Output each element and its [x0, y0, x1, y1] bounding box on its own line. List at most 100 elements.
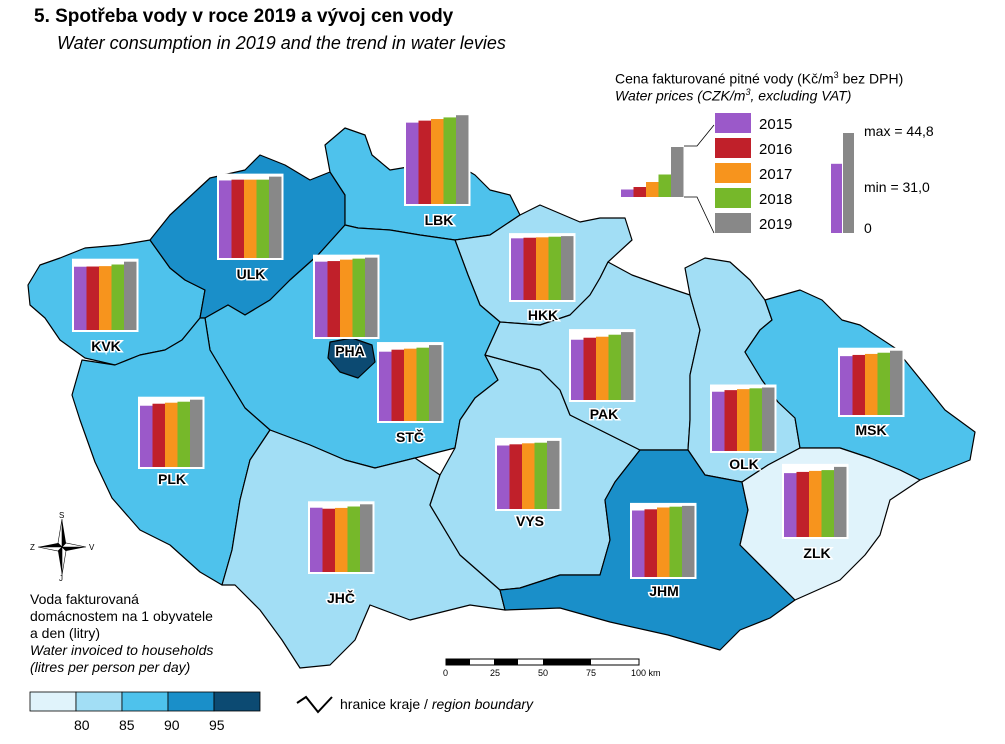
compass-east-letter: V [89, 543, 95, 552]
price-bar-msk-2015 [840, 356, 853, 415]
scale-label-0: 0 [443, 668, 449, 678]
consumption-tick-85: 85 [119, 717, 135, 733]
price-bar-lbk-2016 [418, 120, 431, 204]
price-bar-jhč-2015 [310, 507, 323, 572]
price-bars-zlk [782, 463, 849, 539]
price-bar-jhm-2019 [682, 505, 695, 577]
consumption-tick-90: 90 [164, 717, 180, 733]
price-bars-jhč [308, 501, 375, 574]
price-bar-zlk-2017 [809, 470, 822, 537]
price-bar-plk-2016 [152, 403, 165, 467]
price-bar-pak-2016 [583, 337, 596, 400]
price-bar-jhm-2016 [644, 509, 657, 577]
scale-label-100: 100 km [631, 668, 661, 678]
consumption-tick-95: 95 [209, 717, 225, 733]
price-bar-jhč-2017 [335, 507, 348, 572]
price-bar-hkk-2017 [536, 237, 549, 300]
region-label-halo: LBK [425, 212, 454, 228]
consumption-swatch-0 [29, 691, 77, 712]
consumption-legend-title: Voda fakturovaná domácnostem na 1 obyvat… [30, 591, 214, 675]
price-bar-stč-2019 [429, 345, 442, 421]
region-label-halo: JHM [649, 583, 679, 599]
price-bars-plk [138, 396, 205, 469]
scale-max-bar [843, 133, 854, 233]
region-label-zlk: ZLK [803, 545, 830, 561]
region-label-pak: PAK [590, 406, 619, 422]
price-bar-ulk-2018 [256, 179, 269, 258]
region-label-halo: ULK [237, 266, 266, 282]
price-bar-lbk-2019 [456, 115, 469, 204]
price-bar-jhm-2015 [632, 510, 645, 577]
price-bar-olk-2016 [724, 390, 737, 451]
price-bars-ulk [217, 173, 284, 260]
region-pha[interactable] [327, 337, 376, 379]
price-bar-jhm-2017 [657, 507, 670, 577]
region-label-halo: KVK [91, 338, 121, 354]
compass-south-letter: J [59, 574, 63, 583]
price-bar-msk-2019 [890, 350, 903, 415]
region-label-msk: MSK [855, 422, 886, 438]
price-bar-stč-2018 [416, 347, 429, 421]
price-bar-plk-2017 [165, 402, 178, 467]
price-legend-scale-bar [831, 133, 854, 233]
region-label-plk: PLK [158, 471, 186, 487]
price-bar-olk-2017 [737, 389, 750, 451]
legend-year-2015: 2015 [759, 116, 793, 133]
price-bar-hkk-2019 [561, 236, 574, 300]
region-label-pha: PHA [335, 343, 365, 359]
price-bar-ulk-2017 [244, 179, 257, 258]
regions-layer [27, 127, 976, 669]
consumption-swatch-3 [167, 691, 215, 712]
scale-label-50: 50 [538, 668, 549, 678]
region-label-halo: OLK [729, 456, 759, 472]
region-label-lbk: LBK [425, 212, 454, 228]
price-bar-plk-2015 [140, 405, 153, 467]
example-bar-2015 [621, 189, 634, 197]
price-bar-pak-2019 [621, 332, 634, 400]
price-bar-pha-2019 [365, 257, 378, 337]
region-label-jhč: JHČ [327, 589, 355, 606]
region-label-halo: MSK [855, 422, 886, 438]
price-bars-layer [72, 112, 905, 579]
price-bar-hkk-2015 [511, 238, 524, 300]
price-bar-stč-2015 [379, 351, 392, 421]
price-bar-jhč-2018 [347, 506, 360, 572]
price-bar-zlk-2018 [821, 470, 834, 537]
price-bar-pha-2015 [315, 261, 328, 337]
map-subtitle: Water consumption in 2019 and the trend … [57, 33, 506, 53]
price-bars-pha [313, 254, 380, 339]
price-bar-msk-2016 [852, 354, 865, 415]
price-bar-zlk-2019 [834, 466, 847, 537]
consumption-tick-80: 80 [74, 717, 90, 733]
region-label-ulk: ULK [237, 266, 266, 282]
price-bar-lbk-2018 [443, 117, 456, 204]
region-label-jhm: JHM [649, 583, 679, 599]
price-bar-pha-2017 [340, 259, 353, 337]
price-bars-msk [838, 347, 905, 417]
price-bars-jhm [630, 502, 697, 579]
price-bars-pak [569, 329, 636, 402]
price-bar-jhč-2019 [360, 504, 373, 572]
price-bar-kvk-2018 [111, 264, 124, 330]
region-label-halo: PHA [335, 343, 365, 359]
price-bar-pak-2018 [608, 334, 621, 400]
price-bar-jhč-2016 [322, 508, 335, 572]
region-label-halo: PAK [590, 406, 619, 422]
price-bar-ulk-2019 [269, 176, 282, 258]
price-bar-pak-2017 [596, 336, 609, 400]
region-label-olk: OLK [729, 456, 759, 472]
price-bar-vys-2017 [522, 443, 535, 509]
price-bar-plk-2019 [190, 399, 203, 467]
compass-west-letter: Z [30, 543, 35, 552]
price-bar-ulk-2015 [219, 180, 232, 258]
boundary-legend-label: hranice kraje / region boundary [340, 696, 534, 712]
legend-zero-label: 0 [864, 220, 872, 236]
legend-year-2018: 2018 [759, 191, 793, 208]
price-bar-vys-2015 [497, 445, 510, 509]
price-bars-hkk [509, 233, 576, 302]
region-label-halo: PLK [158, 471, 186, 487]
legend-year-2019: 2019 [759, 216, 793, 233]
legend-min-label: min = 31,0 [864, 179, 930, 195]
legend-year-2017: 2017 [759, 166, 793, 183]
price-bars-lbk [404, 112, 471, 206]
